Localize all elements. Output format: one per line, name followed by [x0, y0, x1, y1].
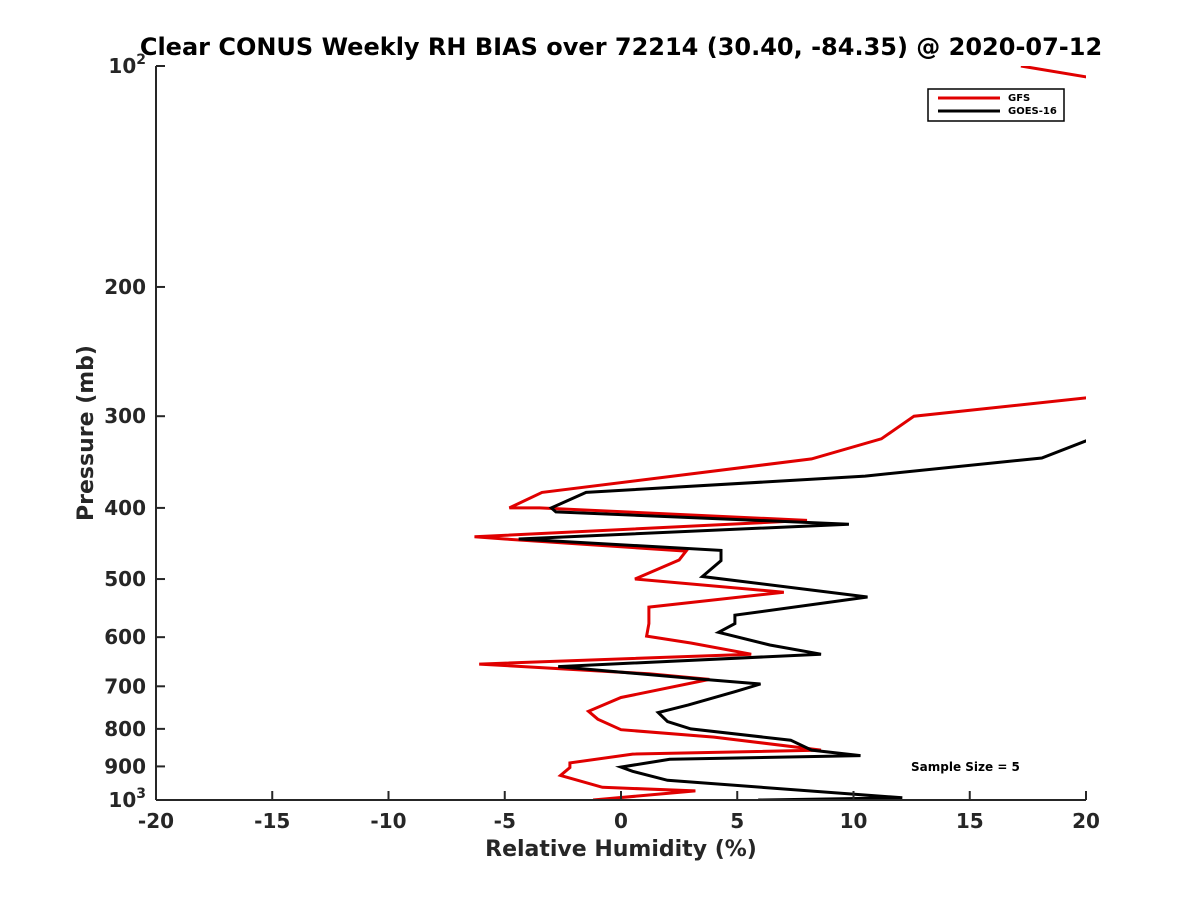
x-tick-label: 0 — [614, 809, 628, 833]
y-tick-label: 500 — [104, 567, 146, 591]
y-tick-label: 102 — [108, 52, 146, 78]
series-line-gfs — [1020, 66, 1086, 79]
x-axis-title: Relative Humidity (%) — [485, 837, 757, 862]
x-tick-label: 20 — [1072, 809, 1100, 833]
chart-title: Clear CONUS Weekly RH BIAS over 72214 (3… — [140, 33, 1102, 61]
y-tick-exponent: 2 — [136, 52, 146, 68]
y-tick-label: 400 — [104, 496, 146, 520]
legend: GFS GOES-16 — [927, 88, 1065, 122]
x-tick-label: -5 — [494, 809, 516, 833]
y-tick-exponent: 3 — [136, 786, 146, 802]
series-layer — [474, 66, 1086, 800]
y-tick-label: 600 — [104, 625, 146, 649]
y-tick-label: 103 — [108, 786, 146, 812]
x-ticks: -20 -15 -10 -5 0 5 10 15 20 — [138, 791, 1100, 833]
y-tick-base: 10 — [108, 788, 136, 812]
y-tick-label: 800 — [104, 717, 146, 741]
y-tick-label: 700 — [104, 674, 146, 698]
legend-label-goes-16: GOES-16 — [1008, 106, 1057, 117]
series-line-gfs — [474, 396, 1086, 800]
legend-box — [927, 88, 1065, 122]
x-tick-label: -15 — [254, 809, 290, 833]
legend-label-gfs: GFS — [1008, 93, 1030, 104]
y-tick-base: 10 — [108, 54, 136, 78]
x-tick-label: -20 — [138, 809, 174, 833]
y-tick-label: 200 — [104, 275, 146, 299]
x-tick-label: 15 — [956, 809, 984, 833]
x-tick-label: 10 — [840, 809, 868, 833]
series-line-goes-16 — [518, 439, 1086, 800]
x-tick-label: -10 — [370, 809, 406, 833]
x-tick-label: 5 — [730, 809, 744, 833]
y-tick-label: 300 — [104, 404, 146, 428]
y-axis-title: Pressure (mb) — [74, 345, 99, 521]
y-tick-label: 900 — [104, 754, 146, 778]
sample-size-annotation: Sample Size = 5 — [911, 760, 1020, 774]
